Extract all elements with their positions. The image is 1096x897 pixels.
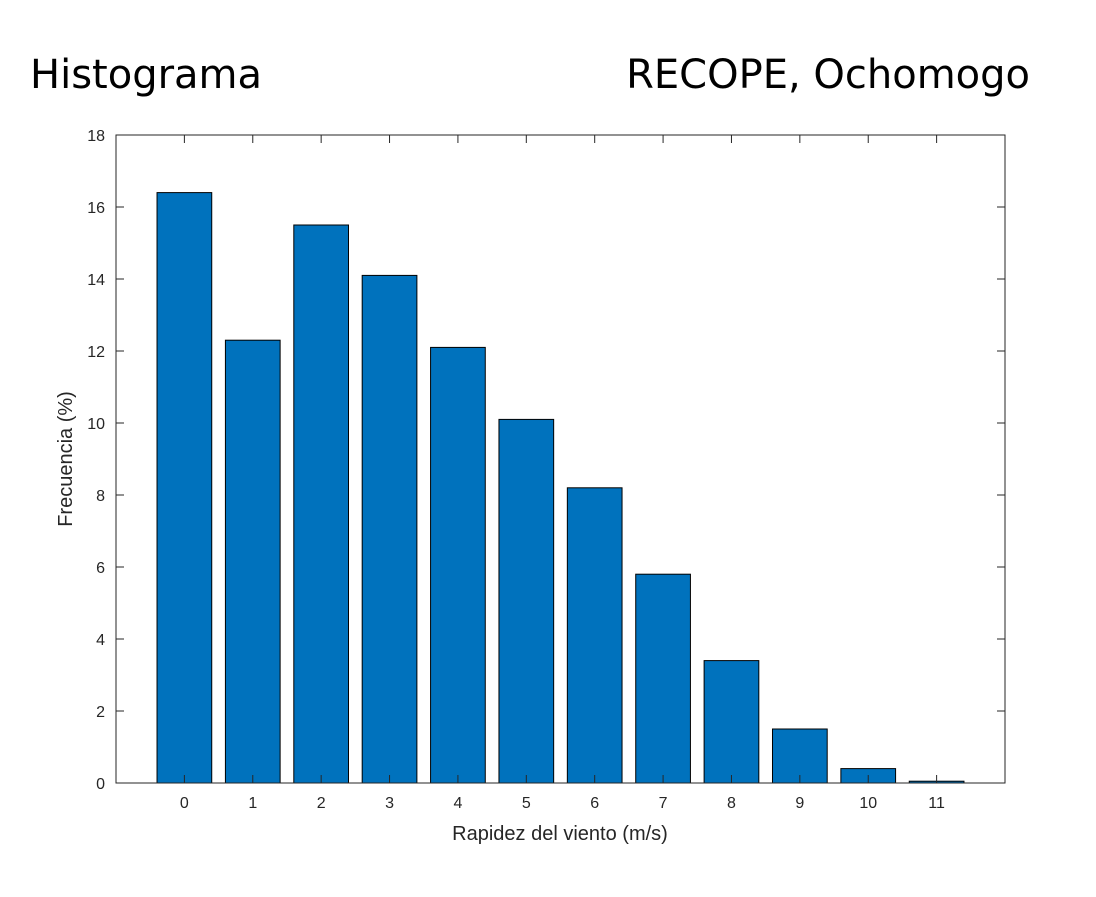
bar-6: [566, 487, 623, 784]
bar-4: [430, 346, 486, 784]
y-tick-label: 8: [96, 488, 105, 505]
x-tick-label: 3: [385, 795, 394, 812]
bar-8: [703, 660, 760, 784]
bar-9: [771, 728, 828, 784]
bar-1: [224, 339, 281, 784]
y-tick-label: 18: [87, 128, 105, 145]
chart-title-right: RECOPE, Ochomogo: [626, 52, 1030, 98]
chart-title-left: Histograma: [30, 52, 263, 98]
x-axis-label: Rapidez del viento (m/s): [452, 823, 668, 845]
y-tick-label: 10: [87, 416, 105, 433]
bar-3: [361, 274, 418, 784]
plot-frame: [115, 134, 1006, 784]
x-tick-label: 2: [317, 795, 326, 812]
y-tick-label: 6: [96, 560, 105, 577]
x-tick-label: 8: [727, 795, 736, 812]
y-tick-label: 16: [87, 200, 105, 217]
x-tick-label: 9: [795, 795, 804, 812]
x-tick-label: 4: [453, 795, 462, 812]
bar-7: [635, 573, 691, 784]
y-tick-label: 14: [87, 272, 105, 289]
x-tick-label: 0: [180, 795, 189, 812]
x-tick-label: 6: [590, 795, 599, 812]
x-tick-label: 11: [928, 795, 945, 812]
x-tick-label: 7: [659, 795, 668, 812]
x-tick-label: 5: [522, 795, 531, 812]
y-tick-label: 2: [96, 704, 105, 721]
bars-group: [156, 192, 965, 784]
bar-2: [293, 224, 350, 784]
y-tick-label: 4: [96, 632, 105, 649]
x-tick-label: 10: [859, 795, 877, 812]
bar-0: [156, 192, 213, 784]
x-tick-label: 1: [248, 795, 257, 812]
y-axis-label: Frecuencia (%): [55, 391, 77, 527]
y-tick-label: 0: [96, 776, 105, 793]
bar-5: [498, 418, 555, 784]
y-tick-label: 12: [87, 344, 105, 361]
